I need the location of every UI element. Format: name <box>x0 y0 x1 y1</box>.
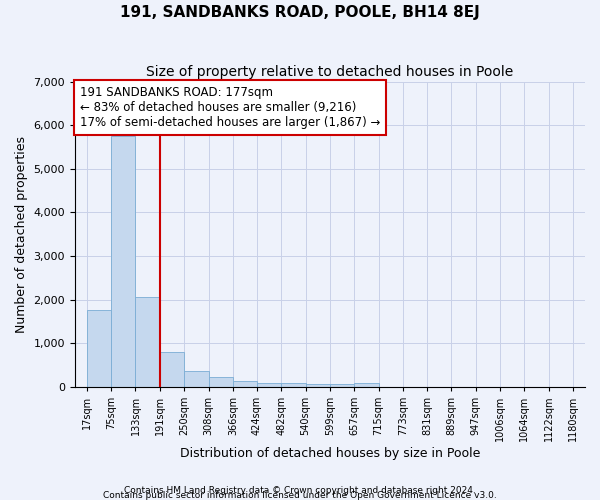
Bar <box>355 383 379 387</box>
Title: Size of property relative to detached houses in Poole: Size of property relative to detached ho… <box>146 65 514 79</box>
Bar <box>184 370 209 387</box>
Bar <box>136 297 160 387</box>
Text: 191 SANDBANKS ROAD: 177sqm
← 83% of detached houses are smaller (9,216)
17% of s: 191 SANDBANKS ROAD: 177sqm ← 83% of deta… <box>80 86 380 129</box>
Bar <box>160 352 184 387</box>
Bar <box>281 383 305 387</box>
Y-axis label: Number of detached properties: Number of detached properties <box>15 136 28 332</box>
Bar <box>209 377 233 387</box>
Text: Contains public sector information licensed under the Open Government Licence v3: Contains public sector information licen… <box>103 491 497 500</box>
Bar <box>330 384 355 387</box>
Bar <box>87 310 111 387</box>
Text: Contains HM Land Registry data © Crown copyright and database right 2024.: Contains HM Land Registry data © Crown c… <box>124 486 476 495</box>
Text: 191, SANDBANKS ROAD, POOLE, BH14 8EJ: 191, SANDBANKS ROAD, POOLE, BH14 8EJ <box>120 5 480 20</box>
Bar <box>305 384 330 387</box>
Bar <box>233 381 257 387</box>
Bar <box>111 136 136 387</box>
X-axis label: Distribution of detached houses by size in Poole: Distribution of detached houses by size … <box>180 447 480 460</box>
Bar <box>257 383 281 387</box>
